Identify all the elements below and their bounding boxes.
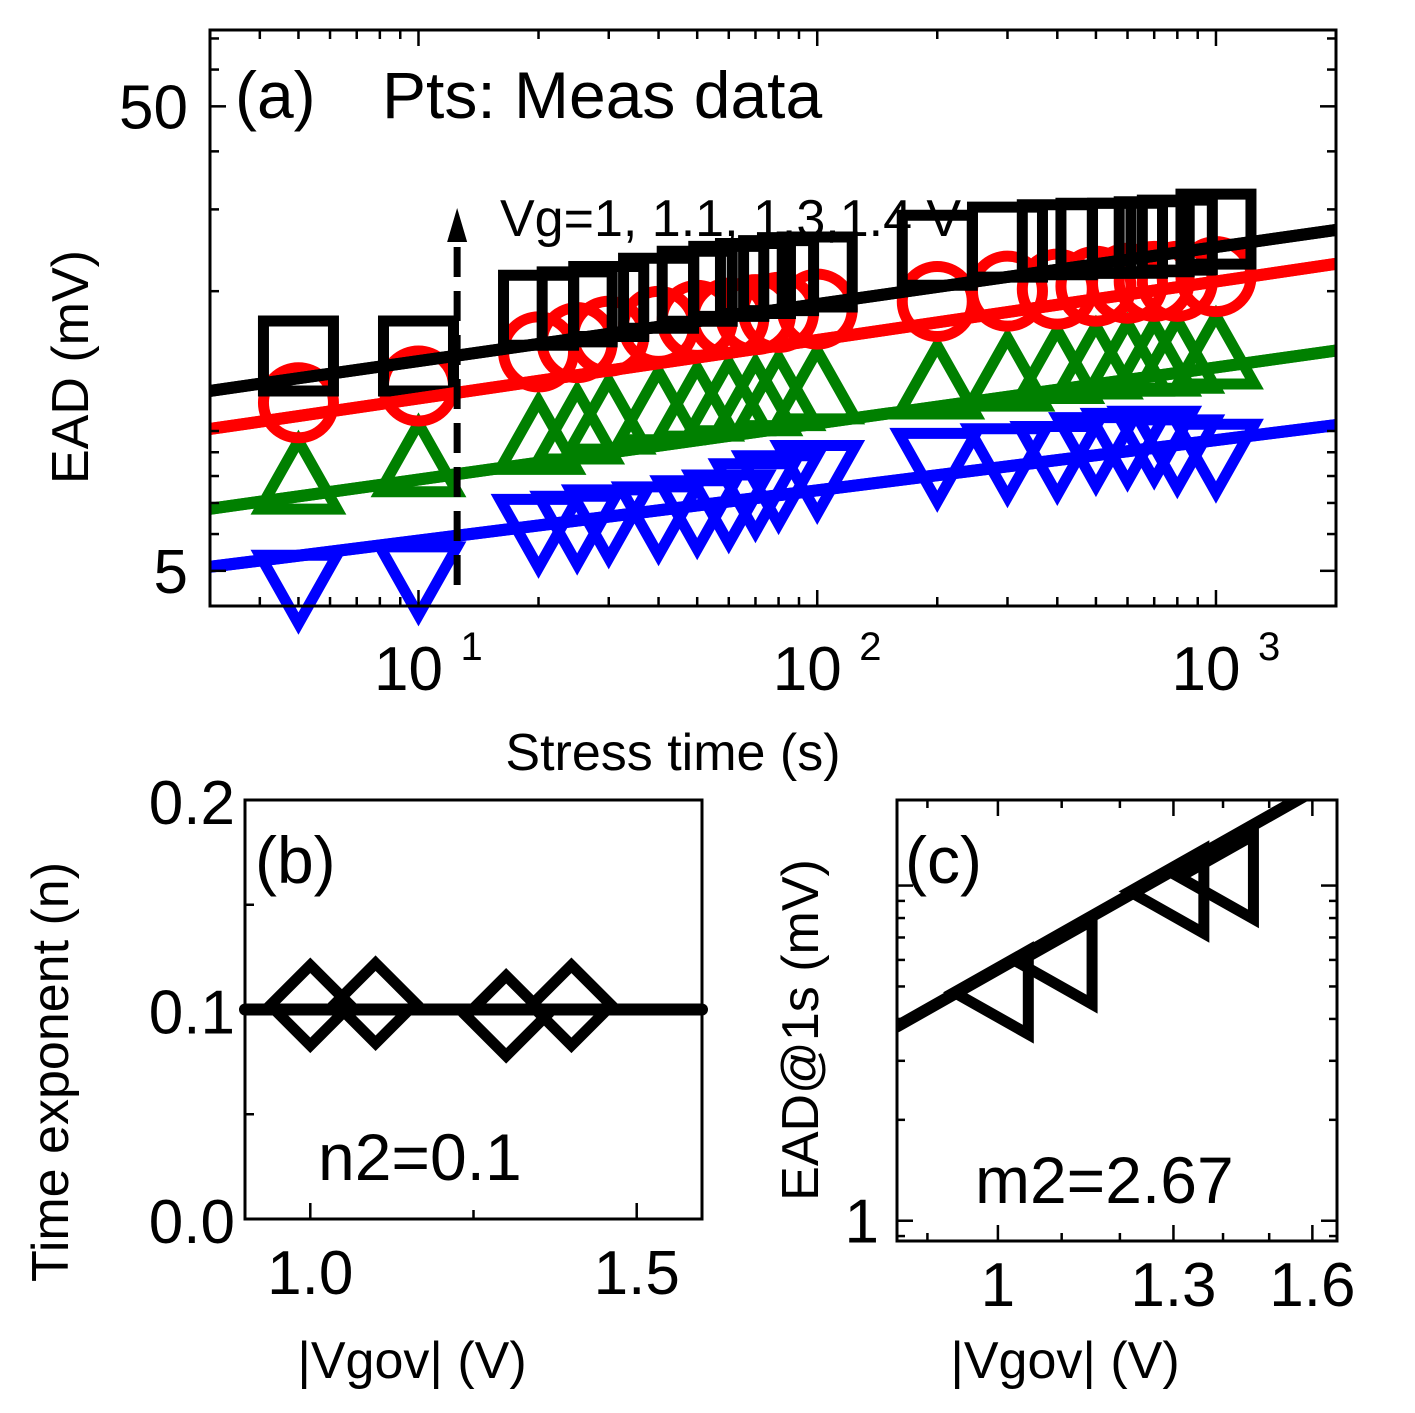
panel-a-point-circle [966, 250, 1048, 332]
panel-a-y-tick-label: 5 [154, 538, 188, 607]
panel-a-point-triangle-up [959, 326, 1056, 412]
panel-a-point-square [776, 231, 858, 313]
panel-b-point-diamond [327, 955, 424, 1051]
panel-a-fit-line-top-0 [210, 223, 1336, 397]
panel-a-ylabel: EAD (mV) [42, 250, 100, 484]
panel-b-y-tick-label: 0.0 [149, 1188, 235, 1257]
panel-a-point-circle [257, 362, 339, 444]
panel-c-y-tick-label: 1 [845, 1188, 879, 1257]
panel-b-x-tick-label: 1.0 [267, 1239, 353, 1308]
panel-a-plot-area [210, 223, 1336, 573]
panel-a-x-tick-exponent: 1 [460, 625, 482, 669]
panel-a-point-triangle-down [769, 440, 866, 525]
panel-a-x-tick-label: 10 [374, 635, 443, 704]
panel-c-point-triangle-left [1006, 911, 1098, 1014]
panel-b-point-diamond [262, 957, 359, 1054]
panel-b-x-tick-label: 1.5 [594, 1239, 680, 1308]
panel-b-y-tick-label: 0.1 [149, 979, 235, 1048]
panel-c-frame [895, 798, 1339, 1243]
panel-a-point-square [257, 315, 339, 397]
panel-b-point-diamond [523, 957, 620, 1054]
plot-layer: 10 1 10 2 10 3 5 50 0.0 0.1 0.2 1.0 1.5 1 1 1.3 1.6 [119, 28, 1355, 1320]
panel-c-ylabel: EAD@1s (mV) [772, 859, 830, 1201]
panel-b-ylabel: Time exponent (n) [22, 862, 80, 1282]
panel-b-y-tick-label: 0.2 [149, 769, 235, 838]
panel-c-xlabel: |Vgov| (V) [950, 1332, 1179, 1390]
panel-a-point-triangle-down [1168, 418, 1264, 504]
panel-a-title: Pts: Meas data [382, 58, 823, 132]
panel-a-fit-line-top-3 [210, 419, 1336, 573]
panel-a-point-triangle-up [889, 334, 986, 420]
panel-a-point-triangle-up [250, 429, 347, 515]
panel-c-point-triangle-left [1168, 825, 1259, 929]
panel-a-x-tick-label: 10 [773, 635, 842, 704]
panel-c-label: (c) [905, 823, 982, 897]
panel-c-point-triangle-left [943, 941, 1034, 1044]
panel-a-fit-line-top-2 [210, 344, 1336, 515]
panel-b-xlabel: |Vgov| (V) [297, 1332, 526, 1390]
panel-b-annotation: n2=0.1 [318, 1120, 522, 1194]
panel-a-fit-line-top-1 [210, 257, 1336, 435]
panel-a-point-triangle-up [370, 412, 467, 498]
panel-a-x-tick-exponent: 3 [1258, 625, 1280, 669]
panel-a-frame [208, 28, 1338, 608]
panel-c-x-tick-label: 1 [981, 1251, 1015, 1320]
panel-a-point-triangle-up [1168, 304, 1264, 390]
panel-a-y-tick-label: 50 [119, 73, 188, 142]
panel-a-point-square [618, 252, 700, 334]
panel-a-point-square [1175, 188, 1257, 270]
panel-a-point-triangle-down [370, 541, 467, 627]
panel-a-point-triangle-down [250, 549, 347, 635]
panel-a-xlabel: Stress time (s) [505, 724, 840, 782]
panel-c-x-tick-label: 1.6 [1269, 1251, 1355, 1320]
panel-a-x-tick-label: 10 [1171, 635, 1240, 704]
panel-c-point-triangle-left [1118, 840, 1210, 943]
panel-a-arrow-head [447, 208, 468, 242]
panel-c-annotation: m2=2.67 [975, 1143, 1234, 1217]
panel-a-x-tick-exponent: 2 [859, 625, 881, 669]
panel-a-label: (a) [235, 58, 316, 132]
panel-a-point-square [1136, 194, 1218, 276]
panel-c-x-tick-label: 1.3 [1130, 1251, 1216, 1320]
panel-b-label: (b) [255, 823, 336, 897]
